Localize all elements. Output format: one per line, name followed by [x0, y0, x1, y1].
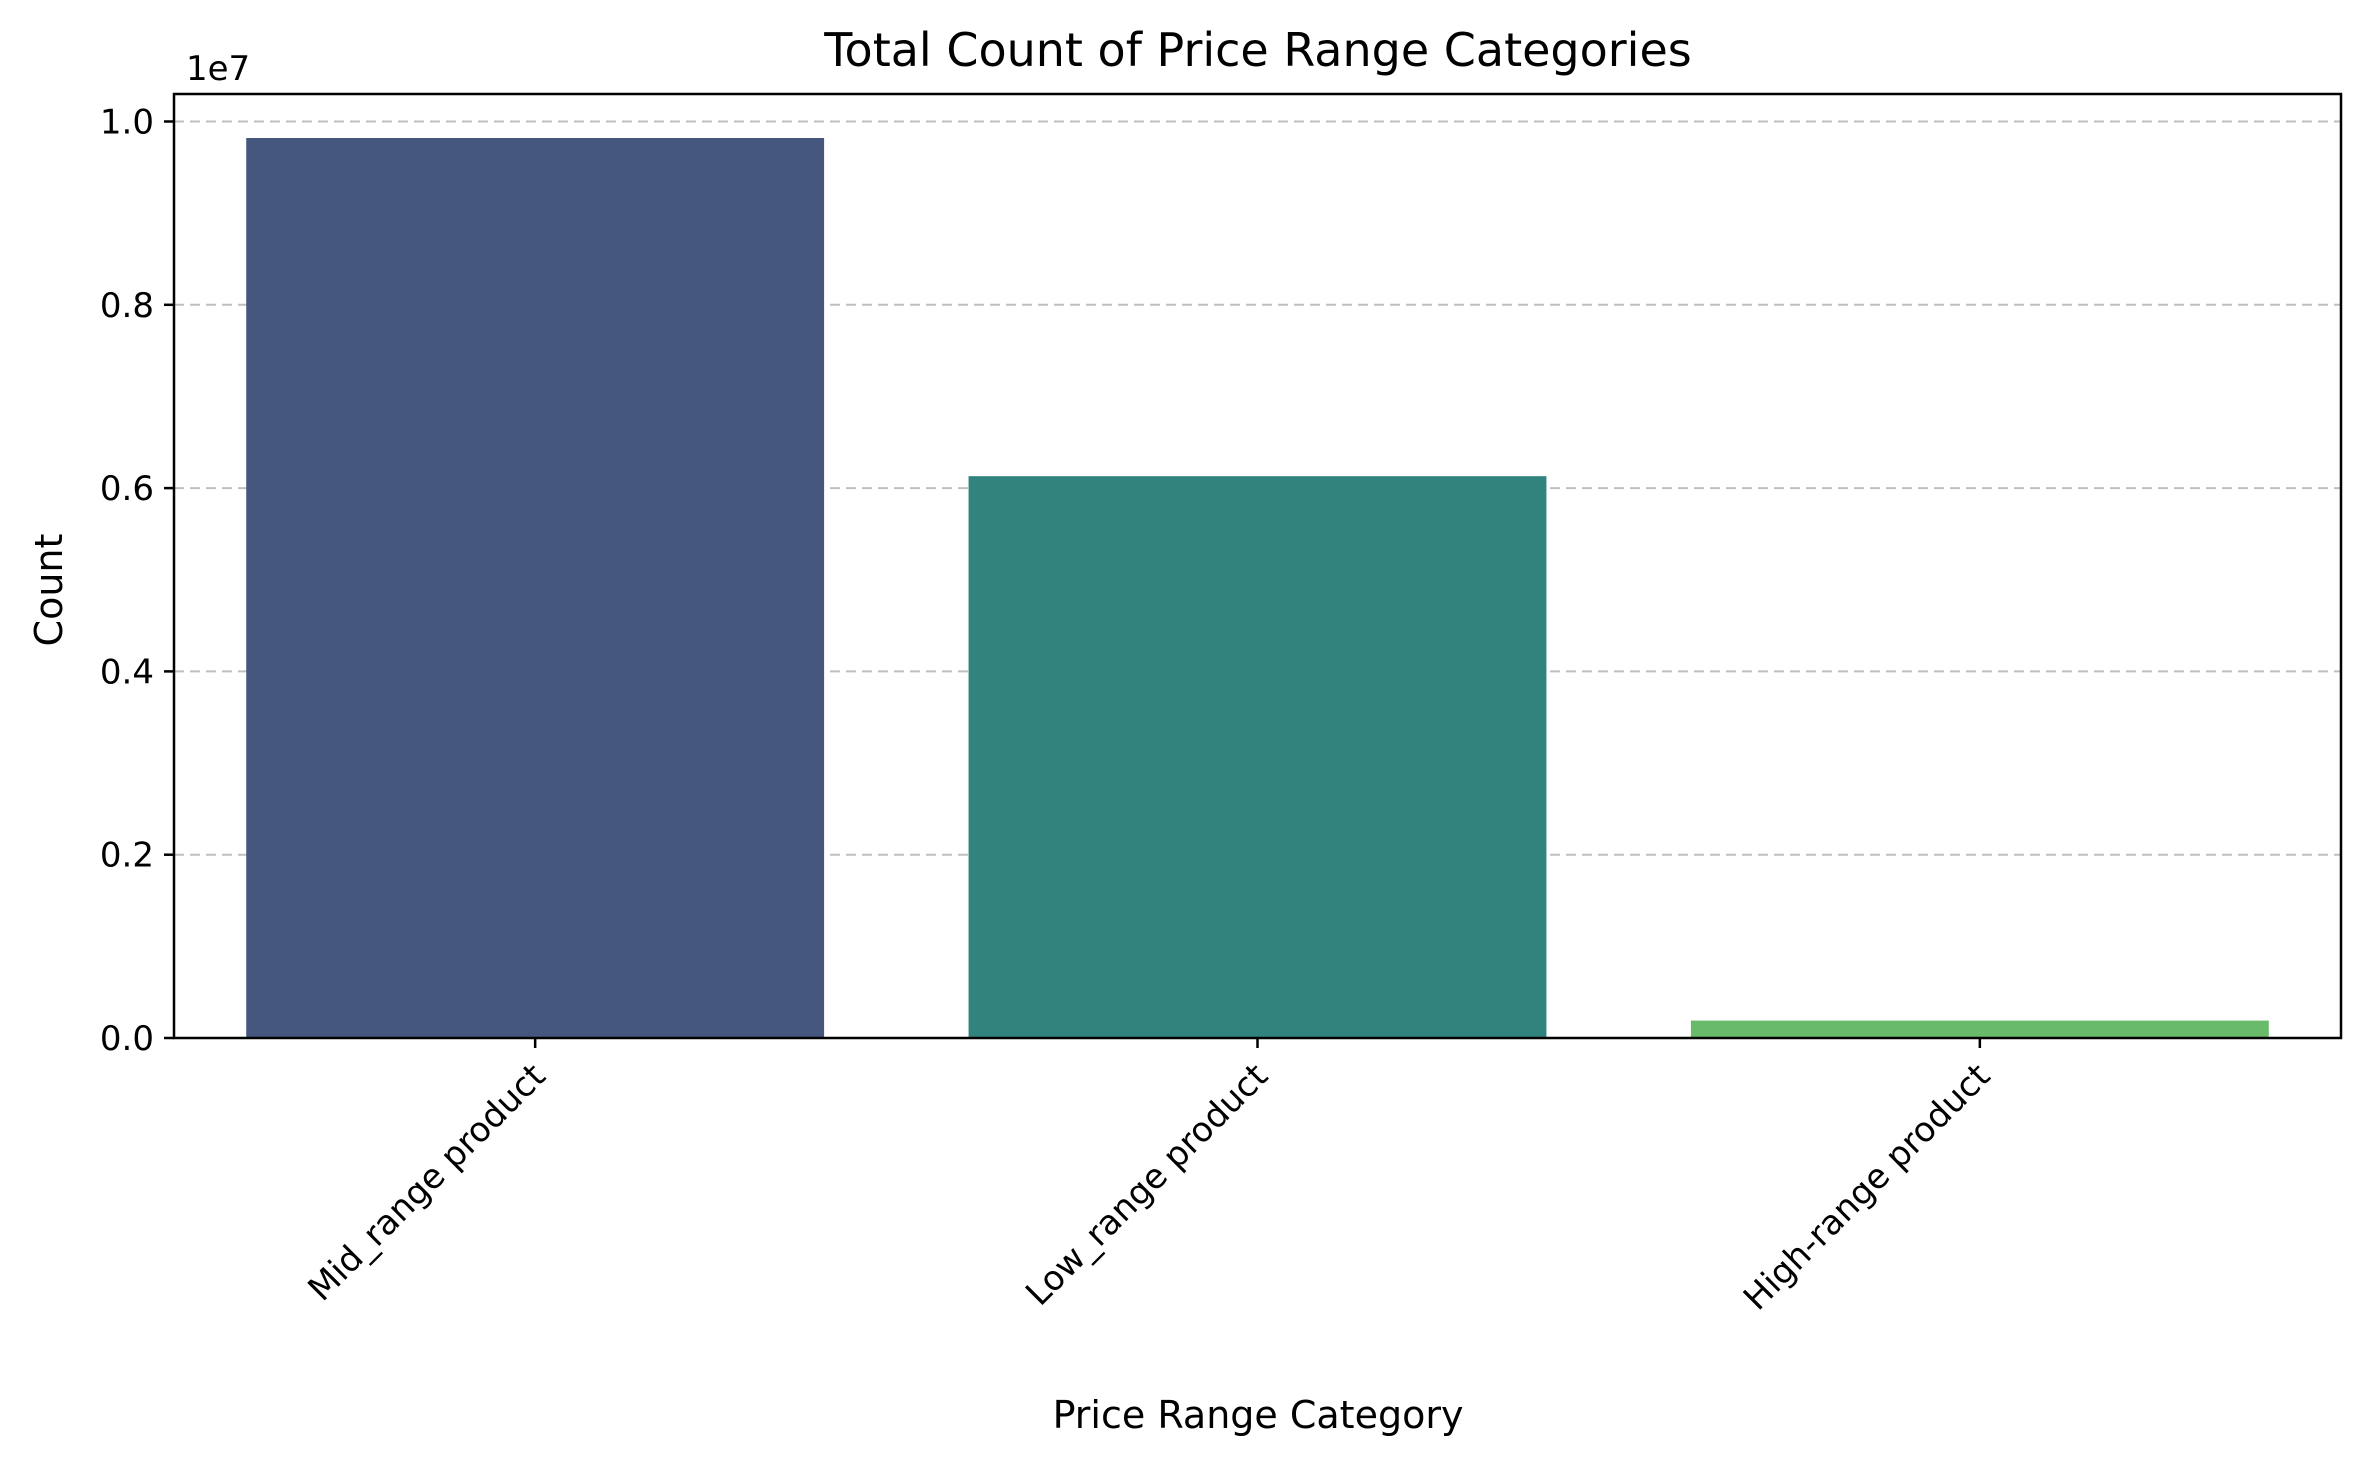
x-tick-label: High-range product — [1736, 1056, 1998, 1318]
y-tick-label: 0.4 — [100, 652, 154, 692]
y-tick-label: 0.2 — [100, 836, 154, 876]
chart-title: Total Count of Price Range Categories — [823, 23, 1691, 77]
y-offset-label: 1e7 — [186, 49, 250, 89]
y-tick-label: 1.0 — [100, 102, 154, 142]
x-tick-label: Low_range product — [1018, 1056, 1276, 1314]
y-axis-ticks: 0.0 0.2 0.4 0.6 0.8 1.0 — [100, 102, 174, 1059]
y-tick-label: 0.8 — [100, 286, 154, 326]
bar-high-range-product — [1690, 1020, 2269, 1038]
x-tick-label: Mid_range product — [301, 1056, 554, 1309]
bar-low-range-product — [968, 476, 1547, 1039]
bars — [246, 137, 2269, 1039]
bar-mid-range-product — [246, 137, 825, 1038]
y-tick-label: 0.0 — [100, 1019, 154, 1059]
x-axis-label: Price Range Category — [1053, 1393, 1464, 1437]
y-tick-label: 0.6 — [100, 469, 154, 509]
y-axis-label: Count — [27, 534, 71, 647]
x-axis-ticks: Mid_range product Low_range product High-r… — [301, 1038, 1998, 1318]
